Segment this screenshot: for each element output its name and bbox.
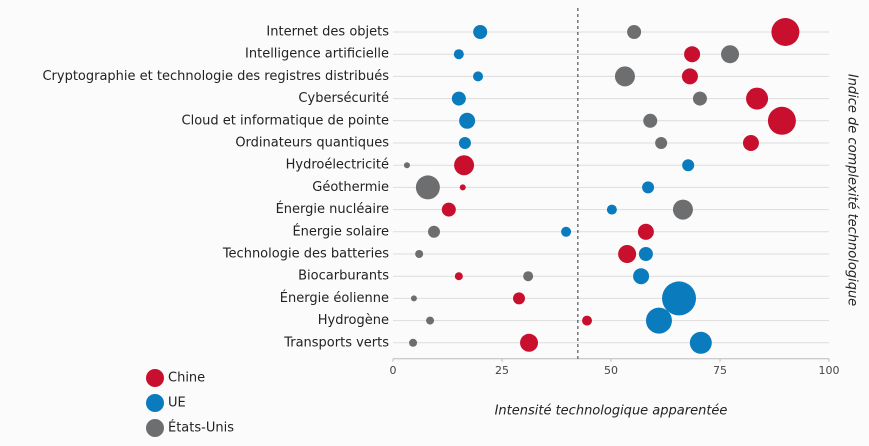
- y-tick-label: Cryptographie et technologie des registr…: [42, 69, 389, 84]
- bubble: [746, 87, 769, 110]
- y-tick-label: Biocarburants: [298, 269, 389, 284]
- bubble: [410, 295, 417, 302]
- bubble: [582, 315, 593, 326]
- bubble: [771, 18, 800, 46]
- y-tick-label: Énergie solaire: [292, 223, 389, 239]
- bubble: [473, 25, 488, 39]
- legend-label: États-Unis: [168, 420, 234, 436]
- bubble: [682, 159, 695, 172]
- bubble: [643, 113, 658, 128]
- bubble: [638, 247, 653, 261]
- bubble: [642, 181, 655, 194]
- bubble: [415, 250, 424, 258]
- bubble: [473, 71, 484, 82]
- bubble: [618, 245, 637, 263]
- y-tick-label: Cybersécurité: [298, 91, 389, 106]
- y-tick-label: Cloud et informatique de pointe: [182, 113, 390, 128]
- legend-label: UE: [168, 396, 186, 411]
- bubble: [523, 271, 534, 282]
- y-tick-label: Géothermie: [312, 180, 389, 195]
- bubble: [427, 225, 440, 238]
- bubble: [742, 135, 759, 151]
- bubble: [426, 316, 435, 325]
- bubble: [767, 106, 796, 135]
- bubble: [684, 46, 701, 63]
- y-tick-label: Hydrogène: [318, 313, 389, 328]
- legend-swatch: [146, 369, 164, 387]
- bubble: [459, 184, 466, 191]
- bubble: [403, 162, 410, 169]
- bubble: [451, 91, 466, 106]
- bubble: [662, 281, 697, 316]
- bubble: [633, 268, 650, 285]
- y-tick-label: Technologie des batteries: [222, 247, 389, 262]
- bubble: [689, 331, 712, 354]
- bubble: [606, 204, 617, 215]
- bubble: [513, 292, 526, 305]
- y-tick-label: Intelligence artificielle: [245, 47, 389, 62]
- y-tick-label: Ordinateurs quantiques: [235, 136, 389, 151]
- bubble: [458, 137, 471, 149]
- bubble: [681, 68, 698, 85]
- bubble: [459, 112, 476, 129]
- y-tick-label: Transports verts: [283, 335, 389, 350]
- x-tick-label: 25: [495, 364, 509, 377]
- bubble: [655, 137, 668, 149]
- bubble: [453, 49, 464, 60]
- x-tick-label: 0: [390, 364, 397, 377]
- legend-label: Chine: [168, 371, 205, 386]
- bubble: [614, 66, 635, 87]
- bubble: [672, 199, 693, 220]
- bubble: [561, 226, 572, 237]
- bubble: [692, 91, 707, 106]
- bubble: [637, 223, 654, 240]
- bubble: [627, 25, 642, 39]
- y-tick-label: Hydroélectricité: [286, 158, 389, 173]
- bubble: [520, 333, 539, 352]
- x-tick-label: 75: [713, 364, 727, 377]
- bubble: [645, 307, 672, 334]
- x-axis-label: Intensité technologique apparentée: [495, 404, 728, 419]
- legend-swatch: [146, 419, 164, 437]
- x-tick-label: 50: [604, 364, 618, 377]
- y-tick-label: Énergie éolienne: [280, 290, 389, 306]
- x-tick-label: 100: [819, 364, 840, 377]
- bubble: [415, 175, 440, 200]
- bubble: [409, 338, 418, 347]
- bubble: [454, 155, 475, 176]
- bubble: [441, 202, 456, 217]
- y-axis-label: Indice de complexité technologique: [845, 74, 860, 306]
- legend-swatch: [146, 394, 164, 412]
- bubble: [454, 272, 463, 281]
- bubble: [721, 45, 740, 64]
- y-tick-label: Internet des objets: [266, 25, 389, 40]
- y-tick-label: Énergie nucléaire: [276, 201, 389, 217]
